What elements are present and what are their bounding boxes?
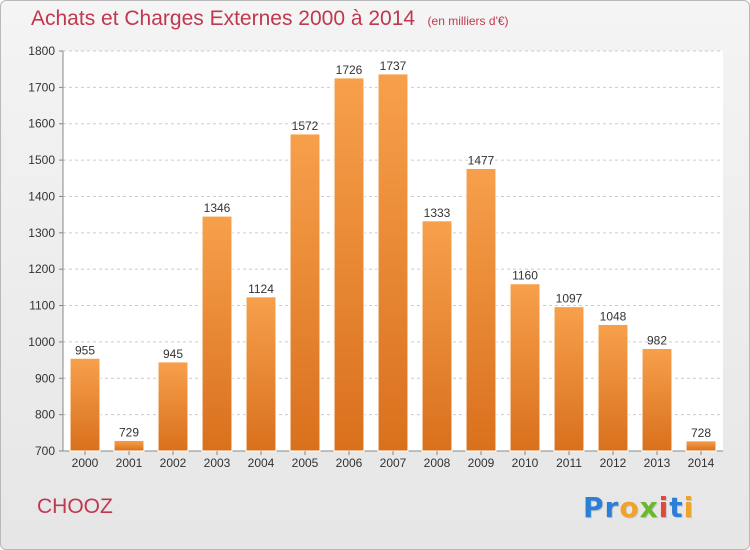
chart-title: Achats et Charges Externes 2000 à 2014 (… bbox=[31, 7, 509, 31]
bar-2004 bbox=[245, 296, 277, 452]
y-tick-label: 1100 bbox=[29, 299, 55, 313]
x-tick-label: 2011 bbox=[556, 456, 582, 470]
bar-2001 bbox=[113, 439, 145, 452]
y-tick-label: 1600 bbox=[28, 117, 55, 131]
proxiti-logo: Proxiti bbox=[583, 491, 694, 524]
y-tick-label: 1700 bbox=[28, 80, 55, 94]
x-tick-label: 2005 bbox=[292, 456, 319, 470]
city-name: CHOOZ bbox=[37, 495, 113, 518]
bar-value-label: 1737 bbox=[380, 59, 407, 73]
bar-value-label: 1097 bbox=[556, 292, 583, 306]
bar-2008 bbox=[421, 220, 453, 452]
x-tick-label: 2007 bbox=[380, 456, 407, 470]
x-tick-label: 2000 bbox=[72, 456, 99, 470]
chart-title-main: Achats et Charges Externes 2000 à 2014 bbox=[31, 7, 416, 30]
bar-2010 bbox=[509, 283, 541, 452]
y-tick-label: 1300 bbox=[28, 226, 55, 240]
bar-2009 bbox=[465, 167, 497, 452]
bar-value-label: 1124 bbox=[248, 282, 274, 296]
x-tick-label: 2014 bbox=[688, 456, 715, 470]
bar-value-label: 982 bbox=[647, 333, 667, 347]
y-tick-label: 900 bbox=[35, 371, 55, 385]
bar-2014 bbox=[685, 440, 717, 452]
bar-value-label: 1572 bbox=[292, 119, 319, 133]
logo-letter: i bbox=[658, 491, 670, 524]
x-tick-label: 2006 bbox=[336, 456, 363, 470]
logo-letter: i bbox=[683, 491, 695, 524]
logo-letter: P bbox=[583, 491, 605, 524]
y-tick-label: 1500 bbox=[28, 153, 55, 167]
bar-value-label: 1048 bbox=[600, 309, 627, 323]
bar-value-label: 729 bbox=[119, 425, 139, 439]
bar-value-label: 1346 bbox=[204, 201, 231, 215]
logo-letter: r bbox=[604, 491, 620, 524]
y-tick-label: 800 bbox=[35, 408, 55, 422]
x-tick-label: 2012 bbox=[600, 456, 627, 470]
y-tick-label: 700 bbox=[35, 444, 55, 458]
bar-value-label: 728 bbox=[691, 426, 711, 440]
x-tick-label: 2008 bbox=[424, 456, 451, 470]
chart-title-unit: (en milliers d'€) bbox=[427, 14, 509, 28]
y-tick-label: 1400 bbox=[28, 189, 55, 203]
x-tick-label: 2010 bbox=[512, 456, 539, 470]
x-tick-label: 2003 bbox=[204, 456, 231, 470]
bar-value-label: 1160 bbox=[512, 269, 538, 283]
x-tick-label: 2002 bbox=[160, 456, 187, 470]
bar-2000 bbox=[69, 357, 101, 452]
bar-2003 bbox=[201, 215, 233, 452]
bar-2011 bbox=[553, 306, 585, 452]
bar-value-label: 955 bbox=[75, 343, 95, 357]
bar-value-label: 1726 bbox=[336, 63, 363, 77]
logo-letter: x bbox=[639, 491, 659, 524]
x-tick-label: 2013 bbox=[644, 456, 671, 470]
bar-2002 bbox=[157, 361, 189, 452]
bar-2007 bbox=[377, 73, 409, 452]
bar-value-label: 945 bbox=[163, 347, 183, 361]
x-tick-label: 2004 bbox=[248, 456, 275, 470]
bar-value-label: 1333 bbox=[424, 206, 451, 220]
y-tick-label: 1200 bbox=[28, 262, 55, 276]
x-tick-label: 2001 bbox=[116, 456, 143, 470]
bar-2012 bbox=[597, 323, 629, 452]
logo-letter: t bbox=[669, 491, 684, 524]
logo-letter: o bbox=[619, 491, 640, 524]
bar-value-label: 1477 bbox=[468, 153, 495, 167]
bar-2005 bbox=[289, 133, 321, 452]
bar-2006 bbox=[333, 77, 365, 452]
x-tick-label: 2009 bbox=[468, 456, 495, 470]
bar-2013 bbox=[641, 347, 673, 452]
y-tick-label: 1800 bbox=[28, 44, 55, 58]
y-tick-label: 1000 bbox=[28, 335, 55, 349]
